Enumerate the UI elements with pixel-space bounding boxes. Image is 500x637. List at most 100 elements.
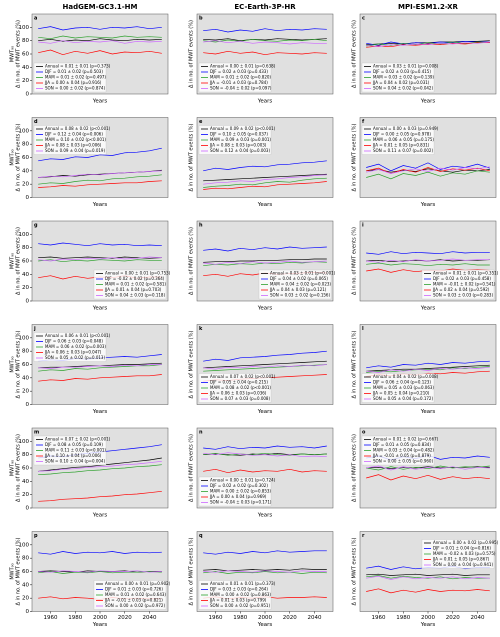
- legend-label: JJA = 0.02 ± 0.04 (p=0.592): [432, 287, 490, 292]
- legend-label: Annual = 0.00 ± 0.01 (p=0.724): [210, 478, 276, 483]
- x-axis-label: Years: [257, 513, 273, 519]
- legend-label: SON = 0.03 ± 0.03 (p=0.283): [433, 293, 493, 298]
- series-line: [366, 258, 490, 263]
- legend-label: MAM = -0.01 ± 0.02 (p=0.541): [433, 282, 496, 287]
- y-tick-label: 100: [19, 542, 30, 548]
- x-tick-label: 1960: [209, 615, 223, 621]
- legend-box: [198, 373, 272, 403]
- legend-label: MAM = 0.03 ± 0.02 (p=0.139): [373, 75, 434, 80]
- y-tick-label: 0: [26, 92, 30, 98]
- y-tick-label: 80: [22, 452, 29, 458]
- series-line: [38, 457, 162, 472]
- legend-label: JJA = -0.01 ± 0.05 (p=0.879): [372, 453, 431, 458]
- y-tick-label: 40: [22, 582, 29, 588]
- legend-label: DJF = 0.01 ± 0.02 (p=0.503): [45, 69, 103, 74]
- x-tick-label: 2000: [421, 615, 435, 621]
- column-title: HadGEM-GC3.1-HM: [62, 3, 137, 11]
- legend-label: Annual = 0.08 ± 0.02 (p<0.001): [45, 126, 111, 131]
- legend-label: JJA = 0.08 ± 0.03 (p=0.006): [44, 143, 102, 148]
- y-axis-label: Δ in no. of MWT events (%): [352, 20, 358, 88]
- legend-label: Annual = 0.01 ± 0.02 (p=0.667): [373, 437, 439, 442]
- legend-label: MAM = 0.03 ± 0.04 (p=0.482): [373, 448, 434, 453]
- series-line: [203, 350, 327, 362]
- series-line: [366, 364, 490, 372]
- legend-label: Annual = 0.01 ± 0.01 (p=0.373): [210, 581, 276, 586]
- panel-label: j: [33, 326, 36, 332]
- series-line: [366, 42, 490, 48]
- series-line: [203, 181, 327, 190]
- legend-label: DJF = 0.08 ± 0.05 (p=0.109): [45, 442, 103, 447]
- series-line: [366, 170, 490, 180]
- legend-label: JJA = 0.04 ± 0.02 (p=0.031): [372, 80, 430, 85]
- legend-label: Annual = 0.01 ± 0.01 (p=0.351): [433, 271, 499, 276]
- series-line: [38, 180, 162, 188]
- series-line: [38, 174, 162, 185]
- x-axis-label: Years: [257, 409, 273, 415]
- legend-box: [361, 62, 435, 93]
- panel-label: i: [362, 223, 364, 229]
- series-line: [203, 568, 327, 572]
- legend-box: [198, 580, 272, 610]
- x-tick-label: 1980: [233, 615, 247, 621]
- panel-label: c: [362, 16, 365, 22]
- x-axis-label: Years: [420, 409, 436, 415]
- x-axis-label: Years: [420, 306, 436, 312]
- legend-label: JJA = 0.05 ± 0.04 (p=0.210): [372, 391, 430, 396]
- x-axis-label: Years: [92, 513, 108, 519]
- legend-label: DJF = 0.02 ± 0.03 (p=0.458): [433, 276, 491, 281]
- y-tick-label: 80: [22, 38, 29, 44]
- series-line: [366, 465, 490, 471]
- y-tick-label: 100: [19, 128, 30, 134]
- legend-label: Annual = 0.09 ± 0.02 (p<0.001): [210, 126, 276, 131]
- legend-label: DJF = 0.00 ± 0.05 (p=0.978): [373, 132, 431, 137]
- legend-box: [258, 269, 332, 300]
- legend-label: JJA = 0.01 ± 0.05 (p=0.867): [432, 557, 490, 562]
- x-tick-label: 1980: [68, 615, 82, 621]
- series-line: [366, 166, 490, 174]
- panel-label: d: [34, 119, 38, 125]
- series-line: [38, 49, 162, 56]
- y-tick-label: 100: [19, 335, 30, 341]
- panel-label: h: [199, 223, 203, 229]
- legend-box: [33, 125, 107, 155]
- legend-label: MAM = 0.01 ± 0.02 (p=0.820): [210, 75, 271, 80]
- series-line: [38, 364, 162, 369]
- legend-label: Annual = 0.01 ± 0.01 (p=0.373): [45, 64, 111, 69]
- x-tick-label: 2000: [93, 615, 107, 621]
- legend-label: DJF = 0.02 ± 0.03 (p=0.415): [373, 69, 431, 74]
- y-tick-label: 40: [22, 375, 29, 381]
- y-tick-label: 100: [19, 439, 30, 445]
- x-axis-label: Years: [420, 202, 436, 208]
- series-line: [38, 464, 162, 476]
- series-line: [203, 38, 327, 43]
- legend-label: SON = 0.04 ± 0.03 (p=0.118): [105, 293, 165, 298]
- y-tick-label: 60: [22, 569, 29, 575]
- y-tick-label: 40: [22, 479, 29, 485]
- series-line: [203, 38, 327, 42]
- legend-box: [361, 373, 435, 403]
- y-axis-label: MWT₉₀: [10, 253, 16, 269]
- series-line: [366, 41, 490, 48]
- x-axis-label: Years: [420, 513, 436, 519]
- series-line: [203, 258, 327, 263]
- series-line: [203, 260, 327, 265]
- legend-label: Annual = 0.03 ± 0.01 (p=0.001): [270, 271, 336, 276]
- series-line: [38, 259, 162, 263]
- panel-label: q: [199, 533, 203, 539]
- legend-label: MAM = 0.11 ± 0.03 (p<0.001): [45, 448, 106, 453]
- legend-label: Annual = 0.06 ± 0.01 (p<0.001): [45, 333, 111, 338]
- legend-box: [33, 332, 107, 362]
- series-line: [203, 571, 327, 574]
- legend-label: SON = 0.11 ± 0.07 (p=0.002): [373, 148, 433, 153]
- legend-label: DJF = 0.06 ± 0.04 (p=0.123): [373, 380, 431, 385]
- series-line: [38, 38, 162, 42]
- legend-label: DJF = 0.02 ± 0.03 (p=0.433): [210, 69, 268, 74]
- x-axis-label: Years: [92, 99, 108, 105]
- series-line: [366, 167, 490, 174]
- legend-label: Annual = 0.00 ± 0.01 (p=0.902): [105, 581, 171, 586]
- y-axis-label: Δ in no. of MWT events (%): [352, 331, 358, 399]
- y-axis-label: MWT₉₀: [10, 149, 16, 165]
- series-line: [203, 40, 327, 45]
- y-tick-label: 60: [22, 362, 29, 368]
- series-line: [366, 40, 490, 46]
